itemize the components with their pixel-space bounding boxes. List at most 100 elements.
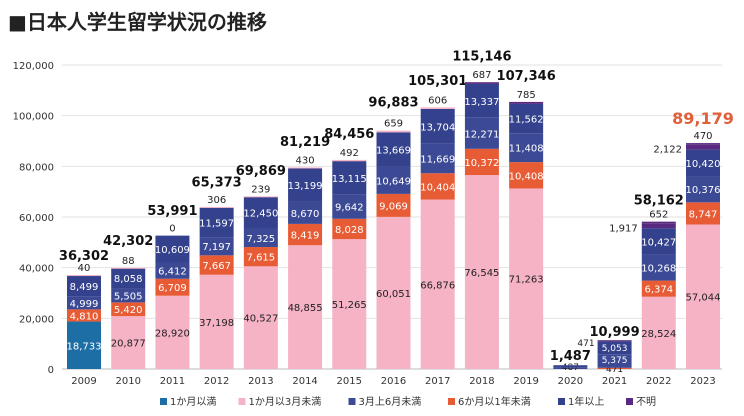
data-label: 60,051 (376, 289, 411, 300)
x-tick-label: 2012 (204, 376, 229, 387)
data-label: 5,505 (114, 291, 143, 302)
bar-segment (686, 224, 720, 369)
bar-segment (332, 194, 367, 219)
data-label: 487 (562, 363, 579, 373)
bar-segment (509, 101, 544, 104)
data-label: 11,562 (509, 115, 544, 126)
total-label: 10,999 (589, 325, 639, 340)
bar-segment (686, 202, 720, 225)
bar-segment (420, 108, 455, 144)
data-label: 0 (169, 224, 175, 235)
total-label: 84,456 (324, 127, 374, 142)
data-label: 13,337 (464, 97, 499, 108)
x-tick-label: 2020 (558, 376, 583, 387)
y-tick-label: 100,000 (13, 112, 54, 123)
data-label: 606 (428, 95, 447, 106)
bar-segment (597, 367, 632, 369)
bar-segment (420, 173, 455, 200)
data-label: 10,376 (686, 185, 721, 196)
bar-segment (597, 341, 632, 355)
bar-segment (332, 239, 367, 369)
y-tick-label: 0 (48, 365, 54, 376)
bar-segment (464, 175, 499, 369)
data-label: 471 (606, 365, 623, 375)
bar-segment (686, 149, 720, 177)
bar-segment (553, 367, 588, 369)
bar-segment (332, 159, 367, 162)
bar-segment (420, 143, 455, 174)
chart-title: ■日本人学生留学状況の推移 (8, 10, 267, 34)
bar-segment (641, 296, 676, 369)
data-label: 471 (577, 339, 594, 349)
data-label: 306 (207, 195, 226, 206)
data-label: 10,408 (509, 171, 544, 182)
bar-segment (288, 201, 323, 224)
bar-segment (243, 196, 278, 198)
total-label: 89,179 (672, 109, 734, 128)
y-tick-label: 40,000 (19, 264, 54, 275)
y-tick-label: 60,000 (19, 213, 54, 224)
bar-segment (509, 162, 544, 189)
bar-segment (67, 275, 101, 277)
data-label: 5,375 (602, 356, 628, 366)
bar-segment (641, 280, 676, 297)
data-label: 5,420 (114, 305, 143, 316)
data-label: 9,069 (379, 201, 408, 212)
bar-segment (420, 107, 455, 109)
bar-segment (686, 176, 720, 203)
data-label: 10,649 (376, 176, 411, 187)
total-label: 81,219 (280, 135, 330, 150)
data-label: 4,810 (70, 311, 99, 322)
bar-segment (641, 228, 676, 255)
data-label: 11,669 (420, 154, 455, 165)
x-tick-label: 2014 (292, 376, 317, 387)
x-tick-label: 2017 (425, 376, 450, 387)
data-label: 8,670 (291, 209, 320, 220)
data-label: 48,855 (288, 303, 323, 314)
data-label: 71,263 (509, 275, 544, 286)
bar-segment (155, 262, 190, 279)
total-label: 105,301 (408, 74, 467, 89)
y-tick-label: 80,000 (19, 162, 54, 173)
bar-segment (597, 354, 632, 368)
data-label: 20,877 (111, 339, 146, 350)
x-tick-label: 2013 (248, 376, 273, 387)
data-label: 6,709 (158, 283, 187, 294)
data-label: 11,408 (509, 144, 544, 155)
bar-segment (67, 321, 101, 369)
bar-segment (641, 223, 676, 229)
bar-segment (509, 188, 544, 369)
bar-segment (288, 167, 323, 169)
total-label: 1,487 (550, 349, 591, 364)
bar-segment (243, 266, 278, 369)
bar-segment (199, 207, 234, 238)
x-tick-label: 2022 (646, 376, 671, 387)
legend-swatch (558, 398, 565, 405)
legend-label: 1か月以満 (170, 396, 216, 408)
data-label: 12,450 (243, 209, 278, 220)
data-label: 8,058 (114, 274, 143, 285)
legend-label: 1か月以3月未満 (249, 396, 322, 408)
legend-swatch (348, 398, 356, 405)
data-label: 1,917 (609, 223, 638, 234)
data-label: 40,527 (243, 314, 278, 325)
x-tick-label: 2010 (115, 376, 140, 387)
legend-swatch (238, 398, 246, 405)
data-label: 37,198 (199, 318, 234, 329)
bar-segment (155, 235, 190, 263)
x-tick-label: 2018 (469, 376, 494, 387)
x-tick-label: 2011 (160, 376, 185, 387)
x-tick-label: 2021 (602, 376, 627, 387)
data-label: 7,667 (202, 261, 231, 272)
data-label: 10,420 (686, 159, 721, 170)
total-label: 42,302 (103, 234, 153, 249)
bar-segment (67, 296, 101, 310)
data-label: 10,427 (641, 237, 676, 248)
legend-label: 3月上6月未満 (359, 396, 422, 408)
y-tick-label: 20,000 (19, 314, 54, 325)
data-label: 10,609 (155, 245, 190, 256)
data-label: 8,028 (335, 225, 364, 236)
bar-segment (288, 223, 323, 246)
data-label: 11,597 (199, 218, 234, 229)
bar-segment (243, 247, 278, 267)
